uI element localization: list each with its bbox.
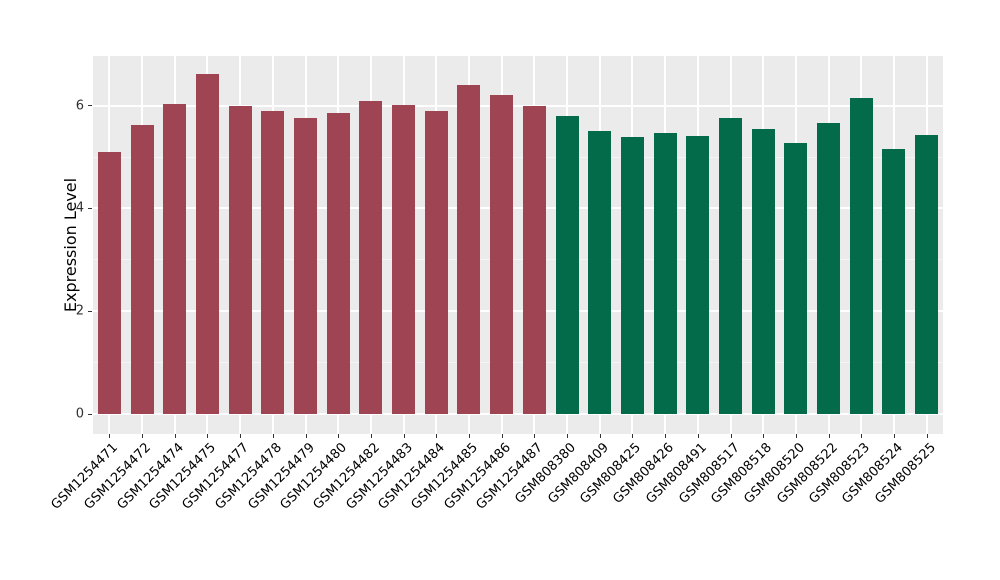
h-gridline-major bbox=[93, 310, 943, 313]
bar bbox=[719, 118, 742, 414]
bar bbox=[294, 118, 317, 414]
bar bbox=[130, 124, 154, 414]
bar bbox=[620, 136, 644, 414]
x-tick-mark bbox=[665, 434, 667, 438]
x-tick-mark bbox=[828, 434, 830, 438]
x-tick-mark bbox=[403, 434, 405, 438]
y-tick-mark bbox=[88, 413, 92, 415]
h-gridline-major bbox=[93, 104, 943, 107]
y-tick-label: 4 bbox=[75, 200, 84, 216]
bar bbox=[326, 113, 350, 414]
x-tick-mark bbox=[142, 434, 144, 438]
h-gridline-major bbox=[93, 207, 943, 210]
x-tick-mark bbox=[272, 434, 274, 438]
y-axis-title: Expression Level bbox=[61, 177, 80, 313]
x-tick-mark bbox=[795, 434, 797, 438]
x-tick-mark bbox=[534, 434, 536, 438]
y-tick-label: 6 bbox=[75, 98, 84, 114]
x-tick-mark bbox=[174, 434, 176, 438]
x-tick-mark bbox=[207, 434, 209, 438]
y-tick-mark bbox=[88, 310, 92, 312]
bar bbox=[686, 136, 710, 414]
x-tick-mark bbox=[632, 434, 634, 438]
y-tick-label: 0 bbox=[75, 406, 84, 422]
bar bbox=[751, 129, 775, 414]
bar bbox=[359, 101, 383, 414]
bar bbox=[522, 106, 546, 414]
bar bbox=[424, 111, 448, 414]
h-gridline-minor bbox=[93, 156, 943, 158]
x-tick-mark bbox=[240, 434, 242, 438]
x-tick-mark bbox=[501, 434, 503, 438]
x-tick-mark bbox=[338, 434, 340, 438]
y-tick-label: 2 bbox=[75, 303, 84, 319]
x-tick-mark bbox=[861, 434, 863, 438]
x-tick-mark bbox=[599, 434, 601, 438]
bar bbox=[392, 105, 416, 414]
x-tick-mark bbox=[763, 434, 765, 438]
bar bbox=[490, 95, 514, 414]
bar bbox=[588, 130, 612, 414]
y-tick-mark bbox=[88, 105, 92, 107]
bar bbox=[163, 103, 187, 414]
bar bbox=[228, 105, 252, 414]
y-tick-mark bbox=[88, 207, 92, 209]
x-tick-mark bbox=[697, 434, 699, 438]
bar bbox=[195, 74, 219, 414]
h-gridline-minor bbox=[93, 259, 943, 261]
bar bbox=[784, 143, 808, 414]
x-tick-mark bbox=[370, 434, 372, 438]
x-tick-mark bbox=[109, 434, 111, 438]
bar bbox=[457, 84, 481, 414]
x-tick-mark bbox=[730, 434, 732, 438]
x-tick-mark bbox=[305, 434, 307, 438]
bar bbox=[555, 115, 579, 414]
h-gridline-minor bbox=[93, 362, 943, 364]
x-tick-mark bbox=[926, 434, 928, 438]
bar bbox=[97, 151, 121, 414]
bar bbox=[882, 149, 906, 414]
bar bbox=[849, 97, 873, 414]
h-gridline-major bbox=[93, 413, 943, 415]
bar bbox=[915, 134, 939, 414]
x-tick-mark bbox=[893, 434, 895, 438]
bar bbox=[261, 110, 285, 414]
x-tick-mark bbox=[567, 434, 569, 438]
plot-panel bbox=[93, 56, 943, 434]
x-tick-mark bbox=[468, 434, 470, 438]
bar bbox=[653, 132, 677, 414]
x-tick-mark bbox=[436, 434, 438, 438]
bar bbox=[817, 122, 841, 414]
